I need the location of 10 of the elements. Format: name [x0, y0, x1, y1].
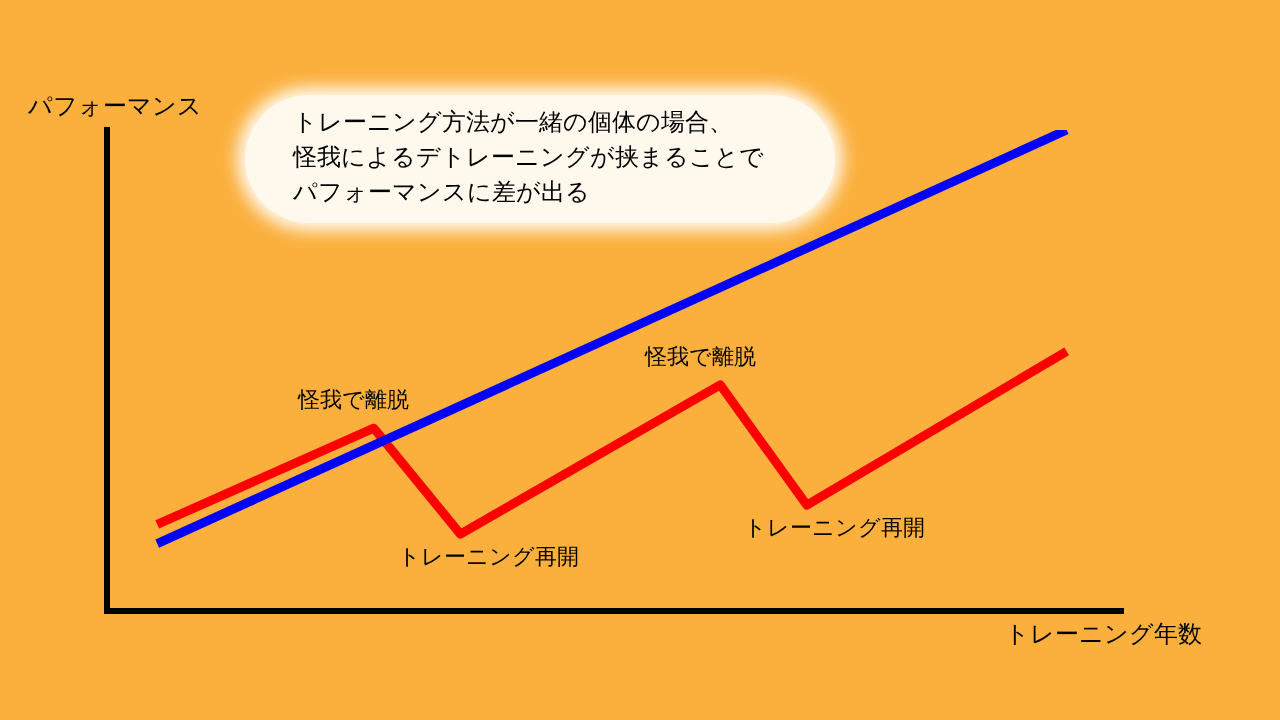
annotation: トレーニング方法が一緒の個体の場合、 — [293, 107, 734, 138]
annotation: 怪我で離脱 — [643, 343, 756, 369]
annotation: パフォーマンスに差が出る — [293, 177, 591, 208]
annotation: 怪我で離脱 — [297, 386, 410, 412]
y-axis-title: パフォーマンス — [28, 91, 202, 122]
speech-bubble: トレーニング方法が一緒の個体の場合、 怪我によるデトレーニングが挟まることで パフォーマンスに差が出る — [245, 95, 835, 223]
annotation: トレーニング再開 — [397, 543, 579, 569]
x-axis-title: トレーニング年数 — [1005, 619, 1202, 650]
annotation: 怪我によるデトレーニングが挟まることで — [293, 142, 765, 173]
annotation: トレーニング再開 — [744, 514, 926, 540]
